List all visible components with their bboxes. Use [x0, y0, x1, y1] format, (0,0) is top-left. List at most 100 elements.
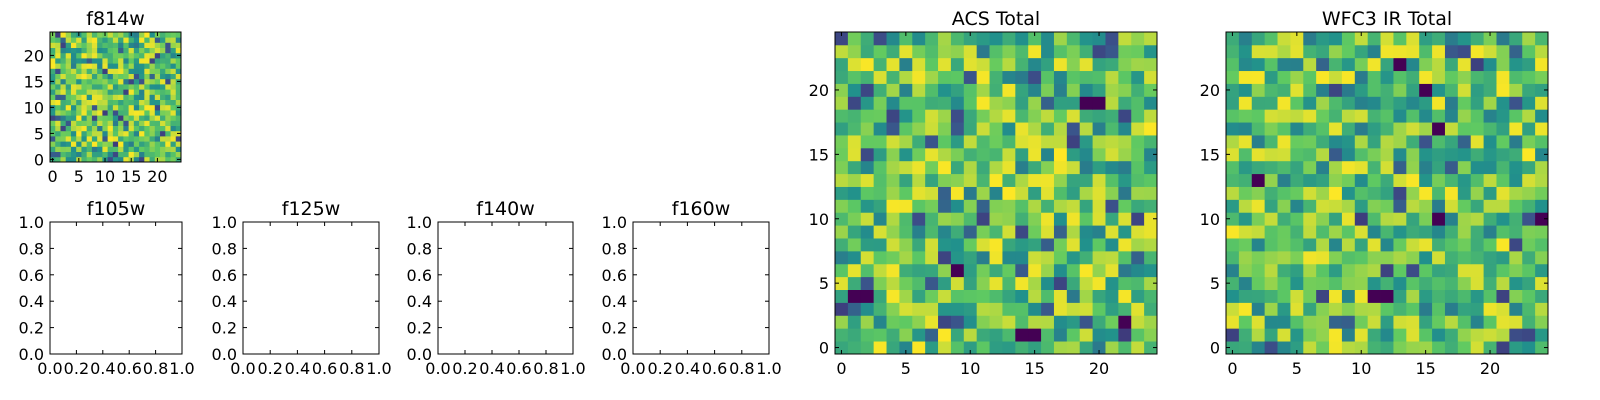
heatmap-cell [144, 146, 150, 152]
heatmap-cell [1028, 147, 1042, 162]
heatmap-cell [1041, 315, 1055, 329]
heatmap-cell [1264, 341, 1278, 355]
heatmap-cell [123, 146, 129, 152]
heatmap-cell [128, 120, 135, 126]
heatmap-cell [1131, 212, 1145, 226]
heatmap-cell [976, 173, 990, 187]
heatmap-cell [1432, 135, 1446, 149]
heatmap-cell [1131, 122, 1145, 136]
heatmap-cell [1028, 199, 1042, 213]
x-tick-label: 0.6 [116, 359, 141, 378]
heatmap-cell [1419, 225, 1433, 239]
heatmap-cell [1002, 263, 1016, 278]
heatmap-cell [1509, 225, 1523, 239]
heatmap-cell [1303, 83, 1317, 97]
heatmap-cell [1367, 109, 1381, 123]
heatmap-cell [133, 68, 140, 74]
heatmap-cell [1079, 212, 1093, 226]
heatmap-cell [86, 146, 93, 152]
heatmap-cell [1341, 160, 1356, 175]
heatmap-cell [1444, 276, 1459, 290]
heatmap-cell [123, 89, 129, 95]
heatmap-cell [81, 136, 88, 142]
y-tick-label: 15 [1200, 145, 1220, 164]
heatmap-cell [175, 84, 182, 90]
heatmap-cell [139, 68, 145, 74]
heatmap-cell [1028, 70, 1042, 84]
heatmap-cell [1105, 199, 1119, 213]
heatmap-cell [81, 78, 88, 85]
heatmap-cell [1053, 32, 1068, 46]
heatmap-cell [165, 94, 171, 100]
heatmap-cell [1470, 96, 1484, 110]
heatmap-cell [938, 135, 952, 149]
heatmap-cell [91, 94, 98, 100]
heatmap-cell [133, 94, 140, 100]
heatmap-cell [175, 89, 182, 95]
heatmap-cell [1393, 341, 1407, 355]
heatmap-cell [1470, 57, 1484, 72]
heatmap-cell [1028, 238, 1042, 252]
heatmap-cell [950, 32, 965, 46]
heatmap-cell [1329, 135, 1343, 149]
heatmap-cell [165, 120, 171, 126]
heatmap-cell [1419, 135, 1433, 149]
heatmap-cell [1118, 250, 1132, 265]
heatmap-cell [133, 63, 140, 69]
heatmap-cell [1053, 44, 1068, 59]
heatmap-cell [175, 58, 182, 64]
heatmap-cell [1432, 160, 1446, 175]
heatmap-cell [1303, 263, 1317, 278]
heatmap-cell [133, 37, 140, 43]
heatmap-cell [1105, 32, 1119, 46]
heatmap-cell [1535, 96, 1549, 110]
heatmap-cell [1303, 315, 1317, 329]
heatmap-cell [149, 115, 156, 121]
heatmap-cell [1251, 276, 1266, 290]
heatmap-cell [1015, 109, 1029, 123]
heatmap-cell [1251, 122, 1266, 136]
heatmap-cell [65, 156, 72, 163]
heatmap-cell [86, 68, 93, 74]
heatmap-cell [1118, 83, 1132, 97]
heatmap-cell [55, 42, 61, 48]
heatmap-cell [1303, 135, 1317, 149]
heatmap-cell [1118, 315, 1132, 329]
heatmap-cell [76, 146, 82, 152]
heatmap-cell [912, 289, 926, 303]
heatmap-cell [1105, 289, 1119, 303]
heatmap-cell [963, 70, 978, 84]
heatmap-cell [128, 99, 135, 106]
heatmap-cell [128, 94, 135, 100]
heatmap-cell [860, 147, 875, 162]
heatmap-cell [160, 125, 166, 132]
heatmap-cell [1066, 122, 1081, 136]
heatmap-cell [1144, 83, 1158, 97]
heatmap-cell [1079, 83, 1093, 97]
heatmap-cell [76, 104, 82, 111]
heatmap-cell [50, 125, 56, 132]
heatmap-cell [65, 141, 72, 147]
heatmap-cell [950, 160, 965, 175]
heatmap-cell [70, 52, 77, 59]
heatmap-cell [1002, 225, 1016, 239]
heatmap-cell [1470, 109, 1484, 123]
heatmap-cell [165, 37, 171, 43]
heatmap-cell [118, 68, 124, 74]
heatmap-cell [55, 32, 61, 38]
heatmap-cell [989, 147, 1003, 162]
heatmap-cell [50, 63, 56, 69]
y-tick-label: 0.6 [212, 266, 237, 285]
heatmap-cell [91, 151, 98, 158]
heatmap-cell [1354, 225, 1369, 239]
heatmap-cell [1367, 238, 1381, 252]
heatmap-cell [144, 120, 150, 126]
heatmap-cell [989, 109, 1003, 123]
x-tick-label: 20 [147, 167, 167, 186]
heatmap-cell [1406, 263, 1420, 278]
heatmap-cell [112, 89, 119, 95]
heatmap-cell [1226, 341, 1240, 355]
heatmap-cell [963, 302, 978, 316]
heatmap-cell [55, 141, 61, 147]
